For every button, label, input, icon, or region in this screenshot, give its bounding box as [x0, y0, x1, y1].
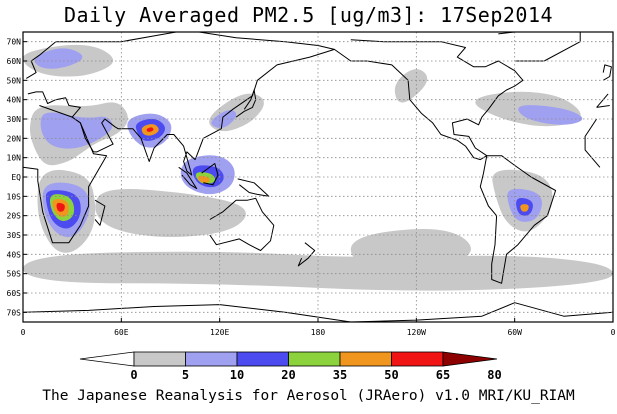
colorbar-tip-low	[79, 351, 135, 367]
colorbar-level-label: 5	[182, 368, 189, 382]
coastline-europe-asia	[26, 32, 610, 176]
pm25-field-layer	[23, 44, 613, 291]
longitude-label: 60W	[507, 328, 522, 337]
longitude-label: 180	[311, 328, 326, 337]
coastline-new-guinea	[237, 178, 270, 197]
colorbar-level-label: 65	[436, 368, 450, 382]
latitude-label: 50N	[7, 76, 22, 85]
latitude-label: 70N	[7, 38, 22, 47]
colorbar-box	[339, 351, 392, 367]
colorbar-box	[236, 351, 289, 367]
colorbar-box	[288, 351, 341, 367]
pm25-region-28	[23, 251, 613, 291]
latitude-label: 50S	[7, 270, 22, 279]
latitude-label: 40S	[7, 250, 22, 259]
colorbar-level-label: 10	[230, 368, 244, 382]
latitude-label: 40N	[7, 96, 22, 105]
pm25-region-26	[34, 48, 83, 69]
gridline-layer	[23, 32, 613, 322]
pm25-region-29	[394, 69, 428, 103]
coastline-antarctica-edge	[23, 302, 613, 322]
coastline-north-america	[334, 39, 524, 161]
longitude-label: 0	[21, 328, 26, 337]
pm25-region-5	[146, 127, 154, 132]
credit-footer: The Japanese Reanalysis for Aerosol (JRA…	[42, 388, 575, 404]
latitude-label: 30N	[7, 115, 22, 124]
coastline-new-zealand	[297, 242, 316, 267]
coastline-borneo	[201, 163, 219, 186]
colorbar-tip-high	[442, 351, 498, 367]
longitude-labels: 0 60E 120E 180 120W 60W 0	[21, 318, 616, 337]
colorbar-box	[133, 351, 186, 367]
latitude-labels: 70N 60N 50N 40N 30N 20N 10N EQ 10S 20S 30S 40S 50S 60…	[7, 38, 27, 317]
longitude-label: 120W	[407, 328, 426, 337]
coastline-uk	[602, 64, 612, 81]
longitude-label: 60E	[114, 328, 129, 337]
colorbar-level-label: 0	[130, 368, 137, 382]
pm25-region-16	[198, 175, 210, 183]
latitude-label: 20S	[7, 212, 22, 221]
colorbar-level-label: 80	[487, 368, 501, 382]
colorbar-level-label: 20	[281, 368, 295, 382]
pm25-region-24	[520, 204, 529, 212]
coastline-greenland	[498, 32, 581, 62]
latitude-label: 30S	[7, 231, 22, 240]
coastline-australia	[209, 197, 275, 251]
latitude-label: 10S	[7, 192, 22, 201]
latitude-label: 60N	[7, 57, 22, 66]
colorbar: 0 5 10 20 35 50 65 80	[79, 351, 502, 382]
longitude-label: 0	[611, 328, 616, 337]
colorbar-level-label: 50	[384, 368, 398, 382]
latitude-label: 20N	[7, 134, 22, 143]
latitude-label: 10N	[7, 154, 22, 163]
coastline-madagascar	[94, 199, 106, 226]
colorbar-level-label: 35	[333, 368, 347, 382]
pm25-region-11	[56, 202, 65, 212]
latitude-label: 70S	[7, 308, 22, 317]
coastline-sumatra	[178, 166, 198, 190]
colorbar-box	[185, 351, 238, 367]
pm25-region-12	[95, 189, 246, 237]
latitude-label: 60S	[7, 289, 22, 298]
colorbar-box	[391, 351, 444, 367]
pm25-region-20	[518, 105, 583, 125]
pm25-region-1	[40, 112, 113, 149]
map-title: Daily Averaged PM2.5 [ug/m3]: 17Sep2014	[63, 3, 554, 27]
latitude-label: EQ	[11, 173, 21, 182]
longitude-label: 120E	[210, 328, 229, 337]
